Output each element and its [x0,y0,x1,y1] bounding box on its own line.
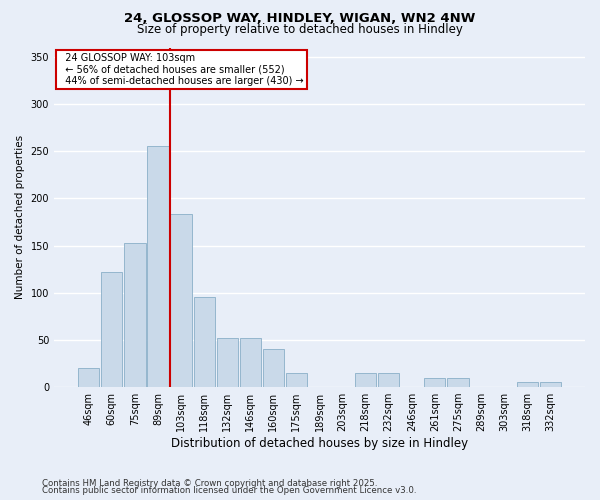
Bar [217,338,238,387]
Text: 24 GLOSSOP WAY: 103sqm
  ← 56% of detached houses are smaller (552)
  44% of sem: 24 GLOSSOP WAY: 103sqm ← 56% of detached… [59,52,304,86]
Bar [194,296,215,387]
Bar [170,214,191,387]
Bar [148,146,169,387]
Text: Size of property relative to detached houses in Hindley: Size of property relative to detached ho… [137,22,463,36]
Bar [239,338,261,387]
Text: 24, GLOSSOP WAY, HINDLEY, WIGAN, WN2 4NW: 24, GLOSSOP WAY, HINDLEY, WIGAN, WN2 4NW [124,12,476,26]
Bar [263,350,284,387]
Text: Contains public sector information licensed under the Open Government Licence v3: Contains public sector information licen… [42,486,416,495]
Bar [78,368,100,387]
Bar [378,373,400,387]
Bar [448,378,469,387]
Bar [286,373,307,387]
Bar [355,373,376,387]
Bar [424,378,445,387]
Bar [517,382,538,387]
Bar [101,272,122,387]
X-axis label: Distribution of detached houses by size in Hindley: Distribution of detached houses by size … [171,437,468,450]
Bar [124,243,146,387]
Y-axis label: Number of detached properties: Number of detached properties [15,135,25,300]
Text: Contains HM Land Registry data © Crown copyright and database right 2025.: Contains HM Land Registry data © Crown c… [42,478,377,488]
Bar [539,382,561,387]
